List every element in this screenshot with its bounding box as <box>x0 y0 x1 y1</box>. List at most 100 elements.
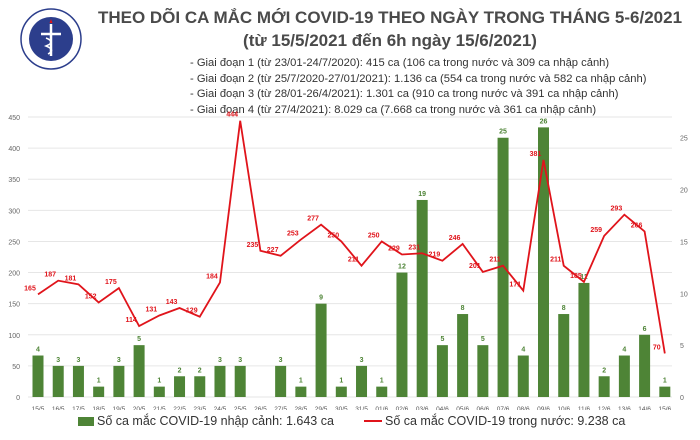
y-left-tick-label: 450 <box>8 115 20 122</box>
bar-value-label: 9 <box>319 295 323 302</box>
phase-4: - Giai đoạn 4 (từ 27/4/2021): 8.029 ca (… <box>190 103 597 116</box>
line-value-label: 175 <box>105 279 117 286</box>
y-left-tick-label: 300 <box>8 208 20 215</box>
bar-value-label: 1 <box>339 378 343 385</box>
bar-value-label: 11 <box>580 274 588 281</box>
line-value-label: 171 <box>509 282 521 289</box>
bar <box>578 282 590 397</box>
bar <box>396 272 408 397</box>
bar-value-label: 5 <box>481 336 485 343</box>
bar-value-label: 1 <box>380 378 384 385</box>
bar-value-label: 1 <box>663 378 667 385</box>
bar <box>558 314 570 397</box>
bar <box>659 386 671 397</box>
legend-domestic: Số ca mắc COVID-19 trong nước: 9.238 ca <box>364 414 625 428</box>
y-right-tick-label: 0 <box>680 395 684 402</box>
x-tick-label: 09/6 <box>537 406 550 410</box>
line-value-label: 235 <box>247 242 259 249</box>
y-left-tick-label: 350 <box>8 177 20 184</box>
bar <box>113 365 125 397</box>
bar <box>234 365 246 397</box>
bar <box>517 355 529 397</box>
bar <box>295 386 307 397</box>
line-value-label: 165 <box>24 285 36 292</box>
x-tick-label: 18/5 <box>92 406 105 410</box>
bar-value-label: 1 <box>157 378 161 385</box>
bar <box>315 303 327 397</box>
bar-value-label: 2 <box>602 367 606 374</box>
phase-2: - Giai đoạn 2 (từ 25/7/2020-27/01/2021):… <box>190 72 647 85</box>
bar-value-label: 25 <box>499 129 507 136</box>
x-tick-label: 21/5 <box>153 406 166 410</box>
legend-label-imported: Số ca mắc COVID-19 nhập cảnh: 1.643 ca <box>97 414 334 428</box>
y-left-tick-label: 150 <box>8 302 20 309</box>
title-line-1: THEO DÕI CA MẮC MỚI COVID-19 THEO NGÀY T… <box>97 8 683 27</box>
x-tick-label: 25/5 <box>234 406 247 410</box>
line-value-label: 229 <box>388 246 400 253</box>
x-tick-label: 12/6 <box>598 406 611 410</box>
bar <box>174 376 186 397</box>
bar <box>93 386 105 397</box>
x-tick-label: 23/5 <box>193 406 206 410</box>
bar <box>598 376 610 397</box>
x-tick-label: 04/6 <box>436 406 449 410</box>
legend-label-domestic: Số ca mắc COVID-19 trong nước: 9.238 ca <box>385 414 626 428</box>
y-left-tick-label: 250 <box>8 239 20 246</box>
y-right-tick-label: 10 <box>680 291 688 298</box>
bar <box>376 386 388 397</box>
bar <box>538 127 549 398</box>
line-value-label: 266 <box>631 222 643 229</box>
y-right-tick-label: 5 <box>680 343 684 350</box>
x-tick-label: 02/6 <box>396 406 409 410</box>
bar-value-label: 8 <box>562 305 566 312</box>
x-tick-label: 16/5 <box>52 406 65 410</box>
legend-swatch-line <box>364 420 382 422</box>
phase-3: - Giai đoạn 3 (từ 28/01-26/4/2021): 1.30… <box>190 88 619 100</box>
y-left-tick-label: 400 <box>8 146 20 153</box>
line-value-label: 70 <box>653 344 661 351</box>
line-value-label: 114 <box>125 317 136 324</box>
y-left-tick-label: 50 <box>12 364 20 371</box>
bar <box>497 137 509 398</box>
title-line-2: (từ 15/5/2021 đến 6h ngày 15/6/2021) <box>243 31 537 50</box>
x-tick-label: 24/5 <box>214 406 227 410</box>
bar-value-label: 1 <box>97 378 101 385</box>
x-tick-label: 20/5 <box>133 406 146 410</box>
y-right-tick-label: 25 <box>680 136 688 143</box>
bar <box>639 334 651 397</box>
x-tick-label: 30/5 <box>335 406 348 410</box>
line-value-label: 181 <box>65 275 77 282</box>
line-value-label: 129 <box>186 308 198 315</box>
bar <box>32 355 44 397</box>
bar-value-label: 4 <box>622 347 626 354</box>
x-tick-label: 19/5 <box>113 406 126 410</box>
bar <box>52 365 64 397</box>
line-value-label: 444 <box>226 112 238 119</box>
bar-value-label: 1 <box>299 378 303 385</box>
legend-swatch-bar <box>78 416 94 426</box>
line-value-label: 246 <box>449 235 461 242</box>
bar <box>214 365 226 397</box>
x-tick-label: 13/6 <box>618 406 631 410</box>
line-value-label: 187 <box>44 272 56 279</box>
x-tick-label: 03/6 <box>416 406 429 410</box>
bar <box>194 376 206 397</box>
line-value-label: 184 <box>206 274 218 281</box>
bar-value-label: 5 <box>137 336 141 343</box>
bar-value-label: 8 <box>461 305 465 312</box>
bar <box>356 365 368 397</box>
line-value-label: 152 <box>85 293 97 300</box>
x-tick-label: 15/6 <box>658 406 671 410</box>
bar <box>477 345 489 397</box>
x-tick-label: 22/5 <box>173 406 186 410</box>
bar-value-label: 3 <box>218 357 222 364</box>
line-value-label: 211 <box>550 257 561 264</box>
bar-value-label: 3 <box>238 357 242 364</box>
line-value-label: 293 <box>611 206 623 213</box>
y-left-tick-label: 100 <box>8 333 20 340</box>
phase-1: - Giai đoạn 1 (từ 23/01-24/7/2020): 415 … <box>190 57 610 69</box>
y-right-tick-label: 15 <box>680 239 688 246</box>
bar <box>436 345 448 397</box>
x-tick-label: 08/6 <box>517 406 530 410</box>
